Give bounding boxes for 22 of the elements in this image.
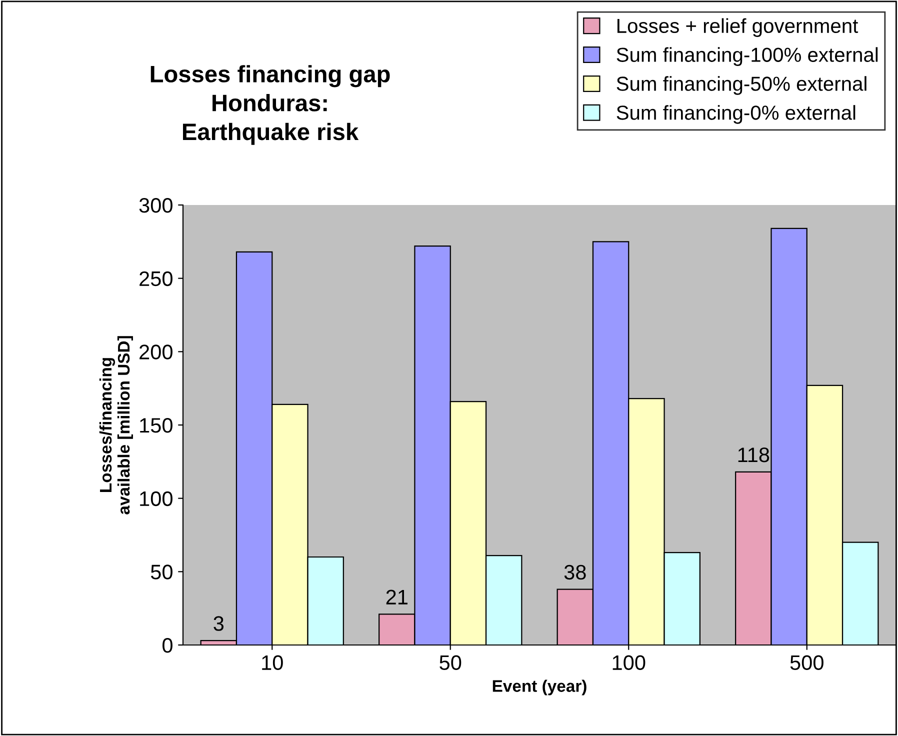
data-label: 118 xyxy=(738,448,770,462)
y-axis-title: Losses/financing available [million USD] xyxy=(99,336,133,514)
x-tick-label: 50 xyxy=(440,655,462,670)
data-label: 38 xyxy=(564,564,586,580)
data-label: 21 xyxy=(386,590,408,604)
x-tick-label: 500 xyxy=(790,655,824,670)
legend-label: Sum financing-100% external xyxy=(616,47,878,66)
y-tick-label: 200 xyxy=(140,344,172,360)
y-tick-label: 150 xyxy=(140,418,172,433)
x-tick-label: 100 xyxy=(612,655,646,670)
y-tick-label: 300 xyxy=(139,198,172,213)
legend-label: Sum financing-50% external xyxy=(616,76,866,95)
y-tick-label: 100 xyxy=(140,491,172,506)
x-tick-label: 10 xyxy=(262,655,283,670)
data-label: 3 xyxy=(214,616,224,631)
y-tick-label: 0 xyxy=(162,638,172,653)
legend-label: Losses + relief government xyxy=(617,18,858,37)
y-tick-label: 50 xyxy=(150,564,172,580)
chart-title: Losses financing gap Honduras: Earthquake risk xyxy=(150,65,390,145)
y-tick-label: 250 xyxy=(140,271,172,286)
x-axis-title: Event (year) xyxy=(492,680,586,696)
legend-label: Sum financing-0% external xyxy=(616,105,856,124)
